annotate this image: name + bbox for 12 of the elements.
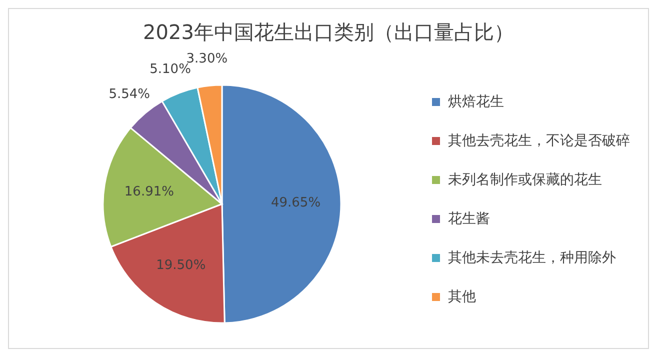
chart-title: 2023年中国花生出口类别（出口量占比） bbox=[142, 19, 515, 46]
legend-label: 其他未去壳花生，种用除外 bbox=[448, 248, 616, 266]
data-label: 5.10% bbox=[150, 62, 191, 78]
legend-label: 其他 bbox=[448, 288, 476, 306]
data-label: 16.91% bbox=[124, 184, 174, 200]
data-label: 5.54% bbox=[108, 86, 150, 102]
legend-label: 烘焙花生 bbox=[448, 92, 504, 110]
data-label: 19.50% bbox=[156, 258, 206, 273]
legend-label: 未列名制作或保藏的花生 bbox=[448, 170, 602, 188]
legend-label: 花生酱 bbox=[448, 210, 490, 228]
legend-label: 其他去壳花生，不论是否破碎 bbox=[448, 132, 630, 150]
data-label: 49.65% bbox=[270, 196, 321, 211]
